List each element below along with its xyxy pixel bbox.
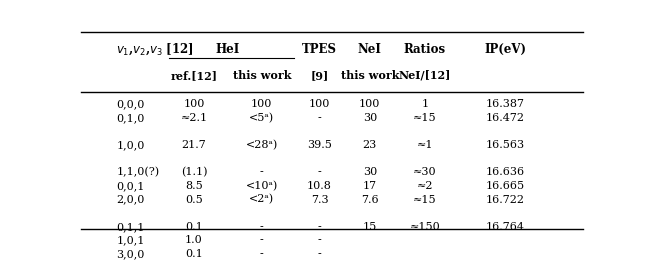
Text: [9]: [9] <box>310 70 329 81</box>
Text: ref.[12]: ref.[12] <box>170 70 218 81</box>
Text: 1,0,1: 1,0,1 <box>116 235 145 245</box>
Text: 1: 1 <box>421 99 428 109</box>
Text: IP(eV): IP(eV) <box>484 43 526 56</box>
Text: -: - <box>318 167 321 177</box>
Text: ≈15: ≈15 <box>413 113 437 123</box>
Text: 15: 15 <box>363 222 377 232</box>
Text: 10.8: 10.8 <box>307 181 332 191</box>
Text: 23: 23 <box>363 140 377 150</box>
Text: 100: 100 <box>309 99 330 109</box>
Text: <5ᵃ): <5ᵃ) <box>249 113 274 123</box>
Text: ≈1: ≈1 <box>417 140 434 150</box>
Text: 16.563: 16.563 <box>486 140 525 150</box>
Text: <10ᵃ): <10ᵃ) <box>246 181 278 191</box>
Text: ≈2.1: ≈2.1 <box>180 113 207 123</box>
Text: ≈150: ≈150 <box>410 222 441 232</box>
Text: NeI: NeI <box>358 43 382 56</box>
Text: 21.7: 21.7 <box>181 140 206 150</box>
Text: 30: 30 <box>363 113 377 123</box>
Text: NeI/[12]: NeI/[12] <box>399 70 451 81</box>
Text: $v_1$,$v_2$,$v_3$ [12]: $v_1$,$v_2$,$v_3$ [12] <box>116 42 194 57</box>
Text: 16.764: 16.764 <box>486 222 525 232</box>
Text: 0.5: 0.5 <box>185 194 203 205</box>
Text: 0,1,0: 0,1,0 <box>116 113 145 123</box>
Text: ≈30: ≈30 <box>413 167 437 177</box>
Text: 0,1,1: 0,1,1 <box>116 222 145 232</box>
Text: -: - <box>260 167 264 177</box>
Text: 16.387: 16.387 <box>486 99 525 109</box>
Text: 100: 100 <box>251 99 272 109</box>
Text: 1.0: 1.0 <box>185 235 203 245</box>
Text: 16.472: 16.472 <box>486 113 525 123</box>
Text: 1,0,0: 1,0,0 <box>116 140 145 150</box>
Text: 8.5: 8.5 <box>185 181 203 191</box>
Text: -: - <box>260 235 264 245</box>
Text: ≈15: ≈15 <box>413 194 437 205</box>
Text: -: - <box>318 222 321 232</box>
Text: -: - <box>260 249 264 259</box>
Text: 1,1,0(?): 1,1,0(?) <box>116 167 159 178</box>
Text: 30: 30 <box>363 167 377 177</box>
Text: 7.3: 7.3 <box>311 194 329 205</box>
Text: 39.5: 39.5 <box>307 140 332 150</box>
Text: 16.665: 16.665 <box>486 181 525 191</box>
Text: 0.1: 0.1 <box>185 222 203 232</box>
Text: 0,0,0: 0,0,0 <box>116 99 145 109</box>
Text: HeI: HeI <box>216 43 240 56</box>
Text: ≈2: ≈2 <box>417 181 434 191</box>
Text: Ratios: Ratios <box>404 43 446 56</box>
Text: (1.1): (1.1) <box>181 167 207 178</box>
Text: 16.722: 16.722 <box>486 194 525 205</box>
Text: 0.1: 0.1 <box>185 249 203 259</box>
Text: this work: this work <box>233 70 291 81</box>
Text: -: - <box>318 249 321 259</box>
Text: 100: 100 <box>359 99 380 109</box>
Text: 0,0,1: 0,0,1 <box>116 181 145 191</box>
Text: TPES: TPES <box>302 43 337 56</box>
Text: -: - <box>318 113 321 123</box>
Text: 2,0,0: 2,0,0 <box>116 194 145 205</box>
Text: 100: 100 <box>183 99 205 109</box>
Text: -: - <box>318 235 321 245</box>
Text: -: - <box>260 222 264 232</box>
Text: this work: this work <box>340 70 399 81</box>
Text: <2ᵃ): <2ᵃ) <box>249 194 274 205</box>
Text: 16.636: 16.636 <box>486 167 525 177</box>
Text: 3,0,0: 3,0,0 <box>116 249 145 259</box>
Text: 17: 17 <box>363 181 377 191</box>
Text: 7.6: 7.6 <box>361 194 378 205</box>
Text: <28ᵃ): <28ᵃ) <box>246 140 278 150</box>
